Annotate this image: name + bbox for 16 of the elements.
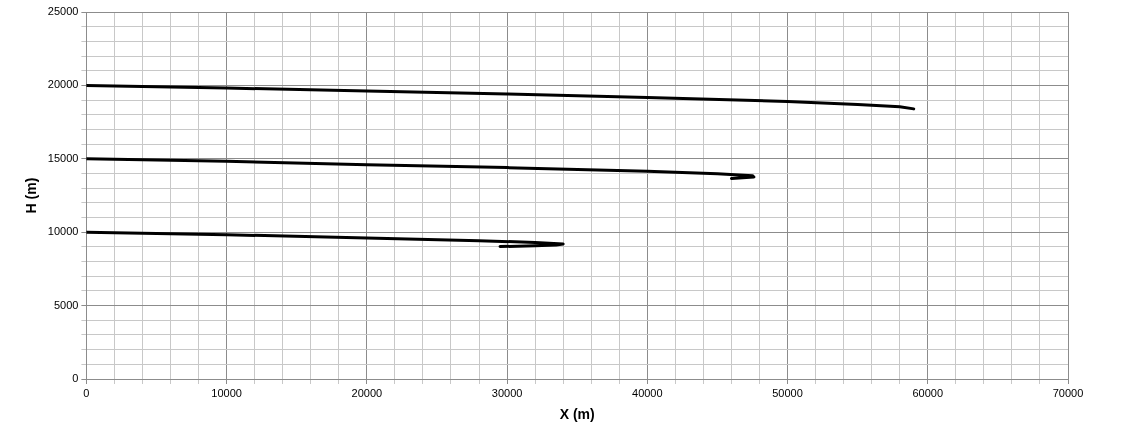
x-axis-title: X (m) xyxy=(559,406,595,423)
y-tick-label: 10000 xyxy=(47,225,79,238)
x-tick-label: 40000 xyxy=(632,386,663,399)
x-tick-label: 0 xyxy=(83,386,90,399)
y-axis-title: H (m) xyxy=(23,177,40,214)
y-tick-label: 5000 xyxy=(53,298,79,311)
y-tick-label: 20000 xyxy=(47,78,79,91)
x-tick-label: 70000 xyxy=(1052,386,1084,399)
y-tick-label: 25000 xyxy=(47,5,79,18)
x-tick-label: 60000 xyxy=(912,386,944,399)
x-tick-label: 10000 xyxy=(211,386,242,399)
x-tick-label: 30000 xyxy=(491,386,523,399)
x-tick-label: 50000 xyxy=(772,386,803,399)
y-tick-label: 0 xyxy=(72,372,79,385)
y-tick-label: 15000 xyxy=(47,151,79,164)
x-tick-label: 20000 xyxy=(351,386,383,399)
